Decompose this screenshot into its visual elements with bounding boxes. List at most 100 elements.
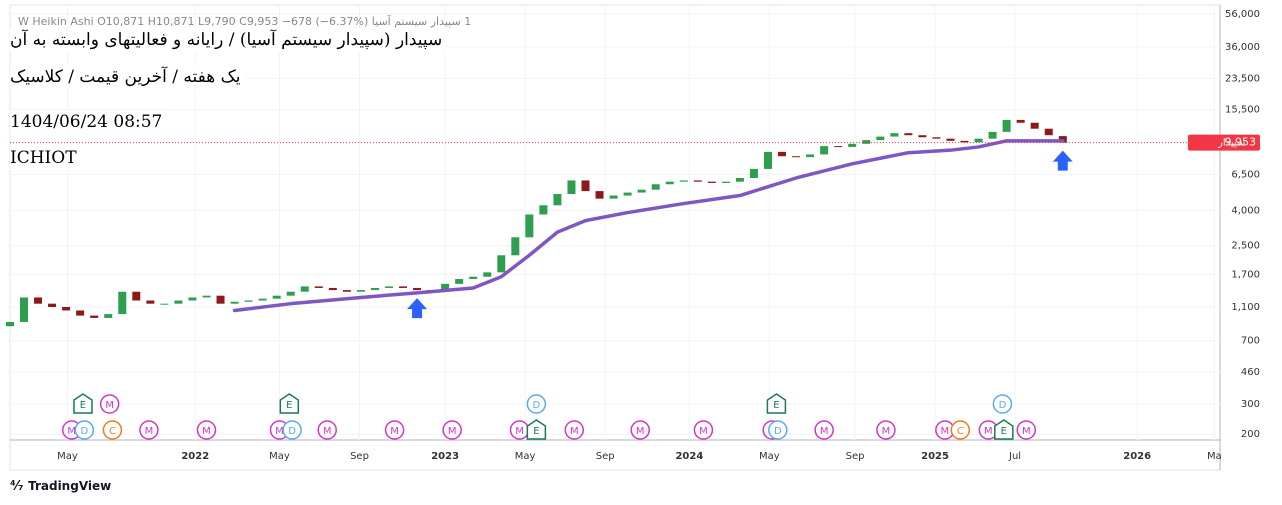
candle-body	[1002, 119, 1011, 132]
event-badge	[630, 420, 651, 440]
candle-body	[5, 321, 14, 327]
y-tick-label: 4,000	[1231, 206, 1260, 217]
candle-body	[384, 286, 393, 288]
candle-body	[272, 295, 281, 299]
candle-body	[174, 300, 183, 304]
candle-body	[721, 181, 730, 183]
candle-body	[62, 306, 71, 311]
candle-body	[469, 276, 478, 280]
y-tick-label: 460	[1241, 367, 1260, 378]
candle-body	[202, 295, 211, 298]
event-badge	[950, 420, 971, 440]
y-tick-label: 6,500	[1231, 169, 1260, 180]
candle-body	[974, 138, 983, 143]
signal-arrow	[407, 298, 428, 319]
candle-body	[76, 310, 85, 316]
candle-body	[356, 290, 365, 292]
candle-body	[553, 194, 562, 206]
event-label: M	[145, 426, 154, 437]
timestamp: 1404/06/24 08:57	[10, 110, 167, 134]
candle-body	[258, 298, 267, 301]
candle-body	[118, 291, 127, 315]
event-badge	[876, 420, 896, 440]
event-label: E	[533, 426, 539, 437]
footer-logo: ⁴⁄₇ TradingView	[10, 479, 112, 494]
candle-body	[735, 177, 744, 182]
event-badge	[73, 393, 93, 414]
candle-body	[525, 214, 534, 238]
event-badge	[564, 420, 585, 440]
event-label: E	[773, 400, 779, 411]
y-tick-label: 2,500	[1231, 241, 1260, 252]
footer-text: TradingView	[28, 479, 112, 493]
candle-body	[497, 255, 506, 273]
event-badge	[768, 420, 788, 440]
candle-body	[413, 287, 422, 291]
candle-body	[455, 279, 464, 284]
event-badge	[526, 419, 547, 440]
y-tick-label: 23,500	[1225, 74, 1260, 85]
x-tick-label: 2026	[1123, 451, 1151, 462]
event-badge	[526, 394, 547, 414]
event-badge	[139, 420, 159, 440]
candle-body	[693, 180, 702, 182]
candle-body	[862, 140, 871, 144]
event-label: M	[984, 426, 993, 437]
event-label: D	[533, 400, 541, 411]
x-tick-label: Jul	[1008, 451, 1021, 462]
event-badge	[814, 420, 834, 440]
candle-body	[539, 205, 548, 215]
candle-body	[1030, 122, 1039, 129]
event-label: C	[957, 426, 964, 437]
y-tick-label: 15,500	[1225, 105, 1260, 116]
candle-body	[511, 237, 520, 256]
candle-body	[188, 297, 197, 301]
event-badge	[384, 420, 405, 440]
candle-body	[370, 287, 379, 291]
chart-title: سپیدار (سپیدار سیستم آسیا) / رایانه و فع…	[10, 28, 447, 52]
candle-body	[286, 291, 295, 296]
event-badge	[102, 420, 123, 440]
plot: 200 300 460 700 1,100 1,700 2,500 4,000 6,500 15,…	[5, 9, 1260, 462]
candle-body	[904, 133, 913, 136]
moving-average	[232, 139, 1065, 313]
symbol-code: ICHIOT	[10, 146, 81, 170]
event-badge	[74, 420, 95, 440]
event-label: E	[286, 400, 292, 411]
event-label: M	[636, 426, 645, 437]
x-tick-label: Sep	[596, 451, 615, 462]
y-tick-label: 1,700	[1231, 270, 1260, 281]
candle-body	[399, 286, 408, 288]
event-label: M	[699, 426, 708, 437]
candle-body	[230, 301, 239, 304]
event-label: D	[999, 400, 1007, 411]
price-tag-value: 9,953	[1225, 136, 1257, 149]
candle-body	[820, 146, 829, 155]
price-tag	[1188, 134, 1260, 151]
candle-body	[932, 137, 941, 139]
candle-body	[778, 151, 787, 157]
x-tick-label: May	[759, 451, 780, 462]
event-label: M	[941, 426, 950, 437]
candle-body	[763, 151, 772, 169]
event-badge	[99, 394, 120, 414]
event-label: C	[109, 426, 116, 437]
y-tick-label: 300	[1241, 399, 1260, 410]
y-tick-label: 56,000	[1225, 9, 1260, 20]
y-tick-label: 200	[1241, 429, 1260, 440]
candle-body	[595, 191, 604, 199]
candle-body	[834, 146, 843, 148]
chart-subtitle: یک هفته / آخرین قیمت / کلاسیک	[10, 65, 245, 89]
event-label: M	[67, 426, 76, 437]
event-label: E	[80, 400, 86, 411]
event-badge	[282, 420, 302, 440]
candle-body	[342, 290, 351, 292]
x-tick-label: 2024	[675, 451, 703, 462]
event-badge	[279, 393, 300, 414]
event-label: M	[570, 426, 579, 437]
candle-body	[328, 287, 337, 291]
candle-body	[90, 315, 99, 318]
event-badge	[992, 394, 1013, 414]
candle-body	[988, 131, 997, 139]
